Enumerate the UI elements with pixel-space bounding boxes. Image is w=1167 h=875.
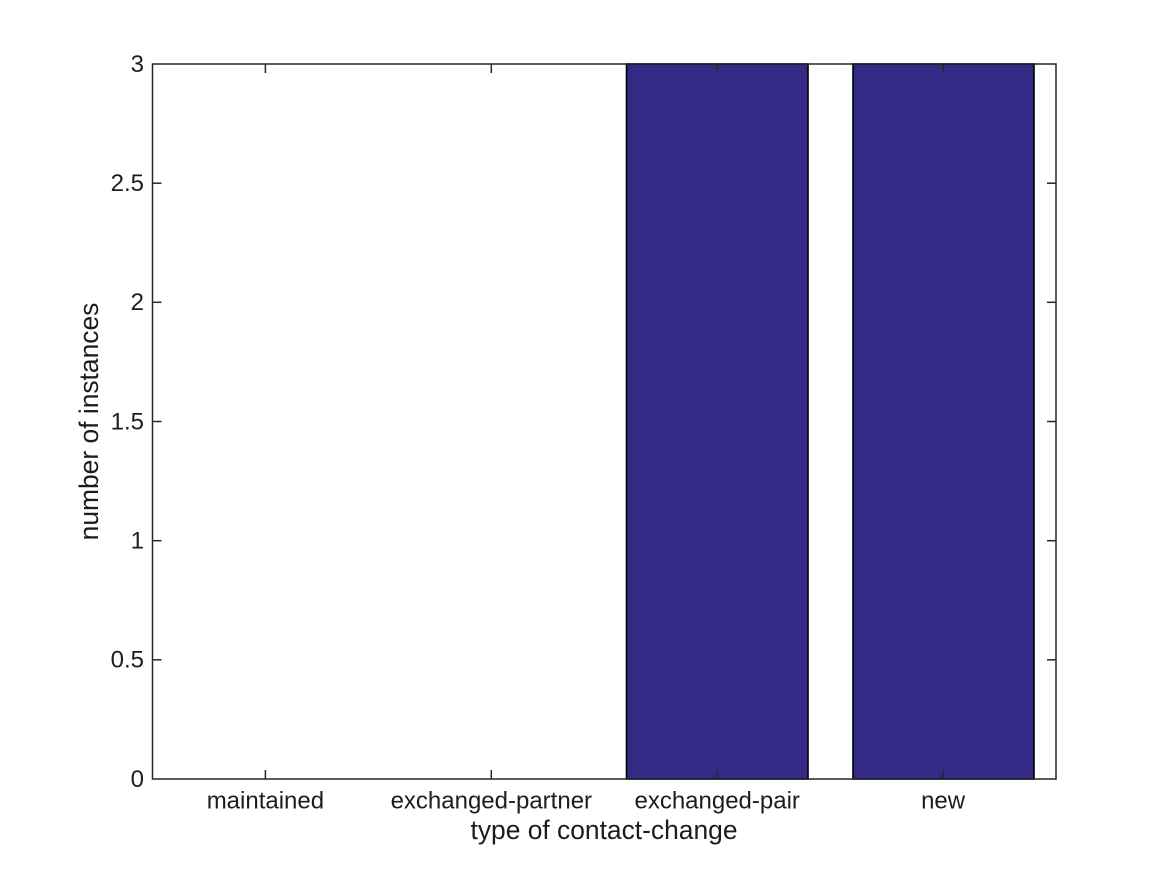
svg-text:3: 3 <box>131 51 144 78</box>
svg-text:2: 2 <box>131 289 144 316</box>
svg-text:exchanged-partner: exchanged-partner <box>391 788 592 815</box>
svg-text:new: new <box>921 788 966 815</box>
svg-text:exchanged-pair: exchanged-pair <box>634 788 799 815</box>
svg-text:0: 0 <box>131 766 144 793</box>
svg-text:0.5: 0.5 <box>111 647 144 674</box>
svg-text:type of contact-change: type of contact-change <box>470 815 737 845</box>
svg-text:maintained: maintained <box>207 788 324 815</box>
svg-text:1.5: 1.5 <box>111 408 144 435</box>
svg-text:number of instances: number of instances <box>74 303 104 541</box>
svg-text:2.5: 2.5 <box>111 170 144 197</box>
svg-text:1: 1 <box>131 528 144 555</box>
